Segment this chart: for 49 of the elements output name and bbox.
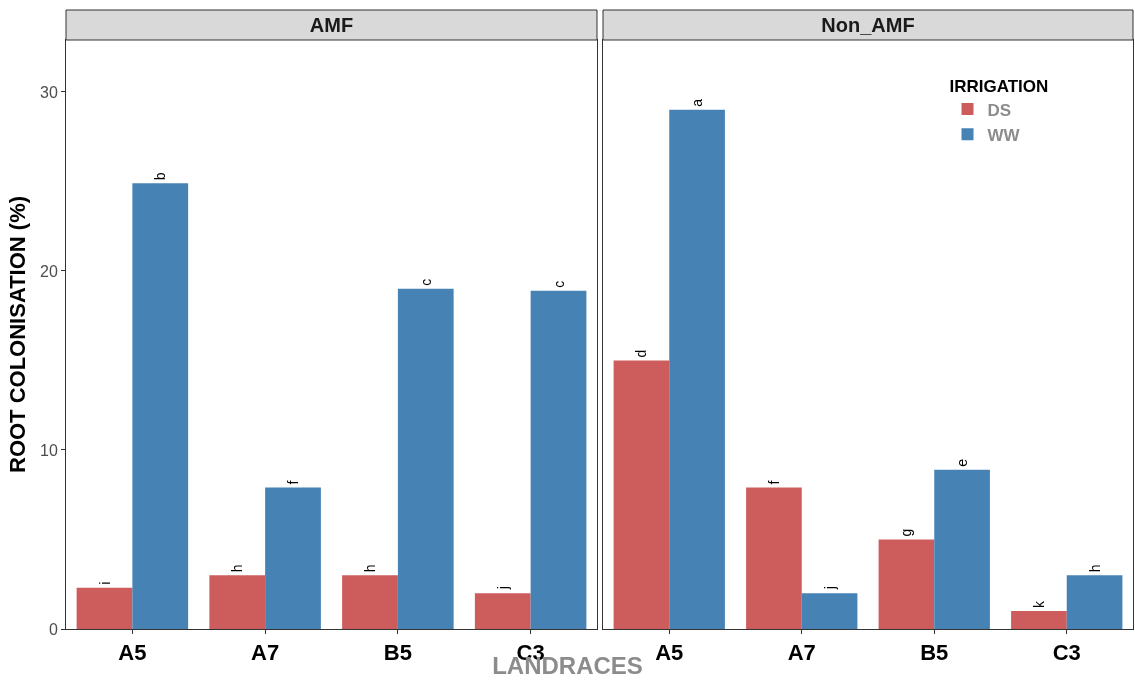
bar [342,575,398,629]
bar [132,183,189,629]
data-label: j [494,586,511,591]
x-tick-label: A7 [787,640,816,666]
data-label: a [689,98,706,107]
y-tick-label: 30 [40,83,58,101]
y-tick-label: 0 [48,620,58,638]
bar [613,360,670,629]
data-label: j [821,586,838,591]
data-label: c [550,280,567,288]
x-tick-label: A5 [118,640,147,666]
data-label: b [152,172,169,181]
bar [265,487,321,629]
bar [209,575,266,629]
x-tick-label: A7 [251,640,280,666]
bar [669,109,725,629]
x-tick-label: B5 [383,640,412,666]
data-label: g [898,528,915,537]
bar [934,469,990,629]
bar [76,587,133,629]
y-tick-label: 10 [40,441,58,459]
bar [530,290,587,629]
bar [397,288,454,629]
y-axis-title: ROOT COLONISATION (%) [4,195,30,474]
bar [801,593,858,629]
data-label: h [229,564,246,573]
legend-label: WW [987,125,1021,145]
data-label: h [1086,564,1103,573]
chart-title: Non_AMF [821,14,915,36]
bar [1011,611,1067,629]
legend-label: DS [987,100,1012,120]
bar [1066,575,1123,629]
data-label: d [633,349,650,358]
bar [746,487,802,629]
x-tick-label: A5 [655,640,684,666]
data-label: f [285,480,302,485]
x-tick-label: B5 [920,640,949,666]
data-label: e [954,458,971,467]
bar [474,593,531,629]
data-label: c [417,278,434,286]
data-label: i [96,581,113,585]
data-label: k [1030,600,1047,609]
data-label: f [765,480,782,485]
y-tick-label: 20 [40,262,58,280]
bar [878,539,935,629]
chart-title: AMF [309,14,354,36]
legend-title: IRRIGATION [949,76,1049,96]
data-label: h [362,564,378,573]
x-tick-label: C3 [1052,640,1081,666]
